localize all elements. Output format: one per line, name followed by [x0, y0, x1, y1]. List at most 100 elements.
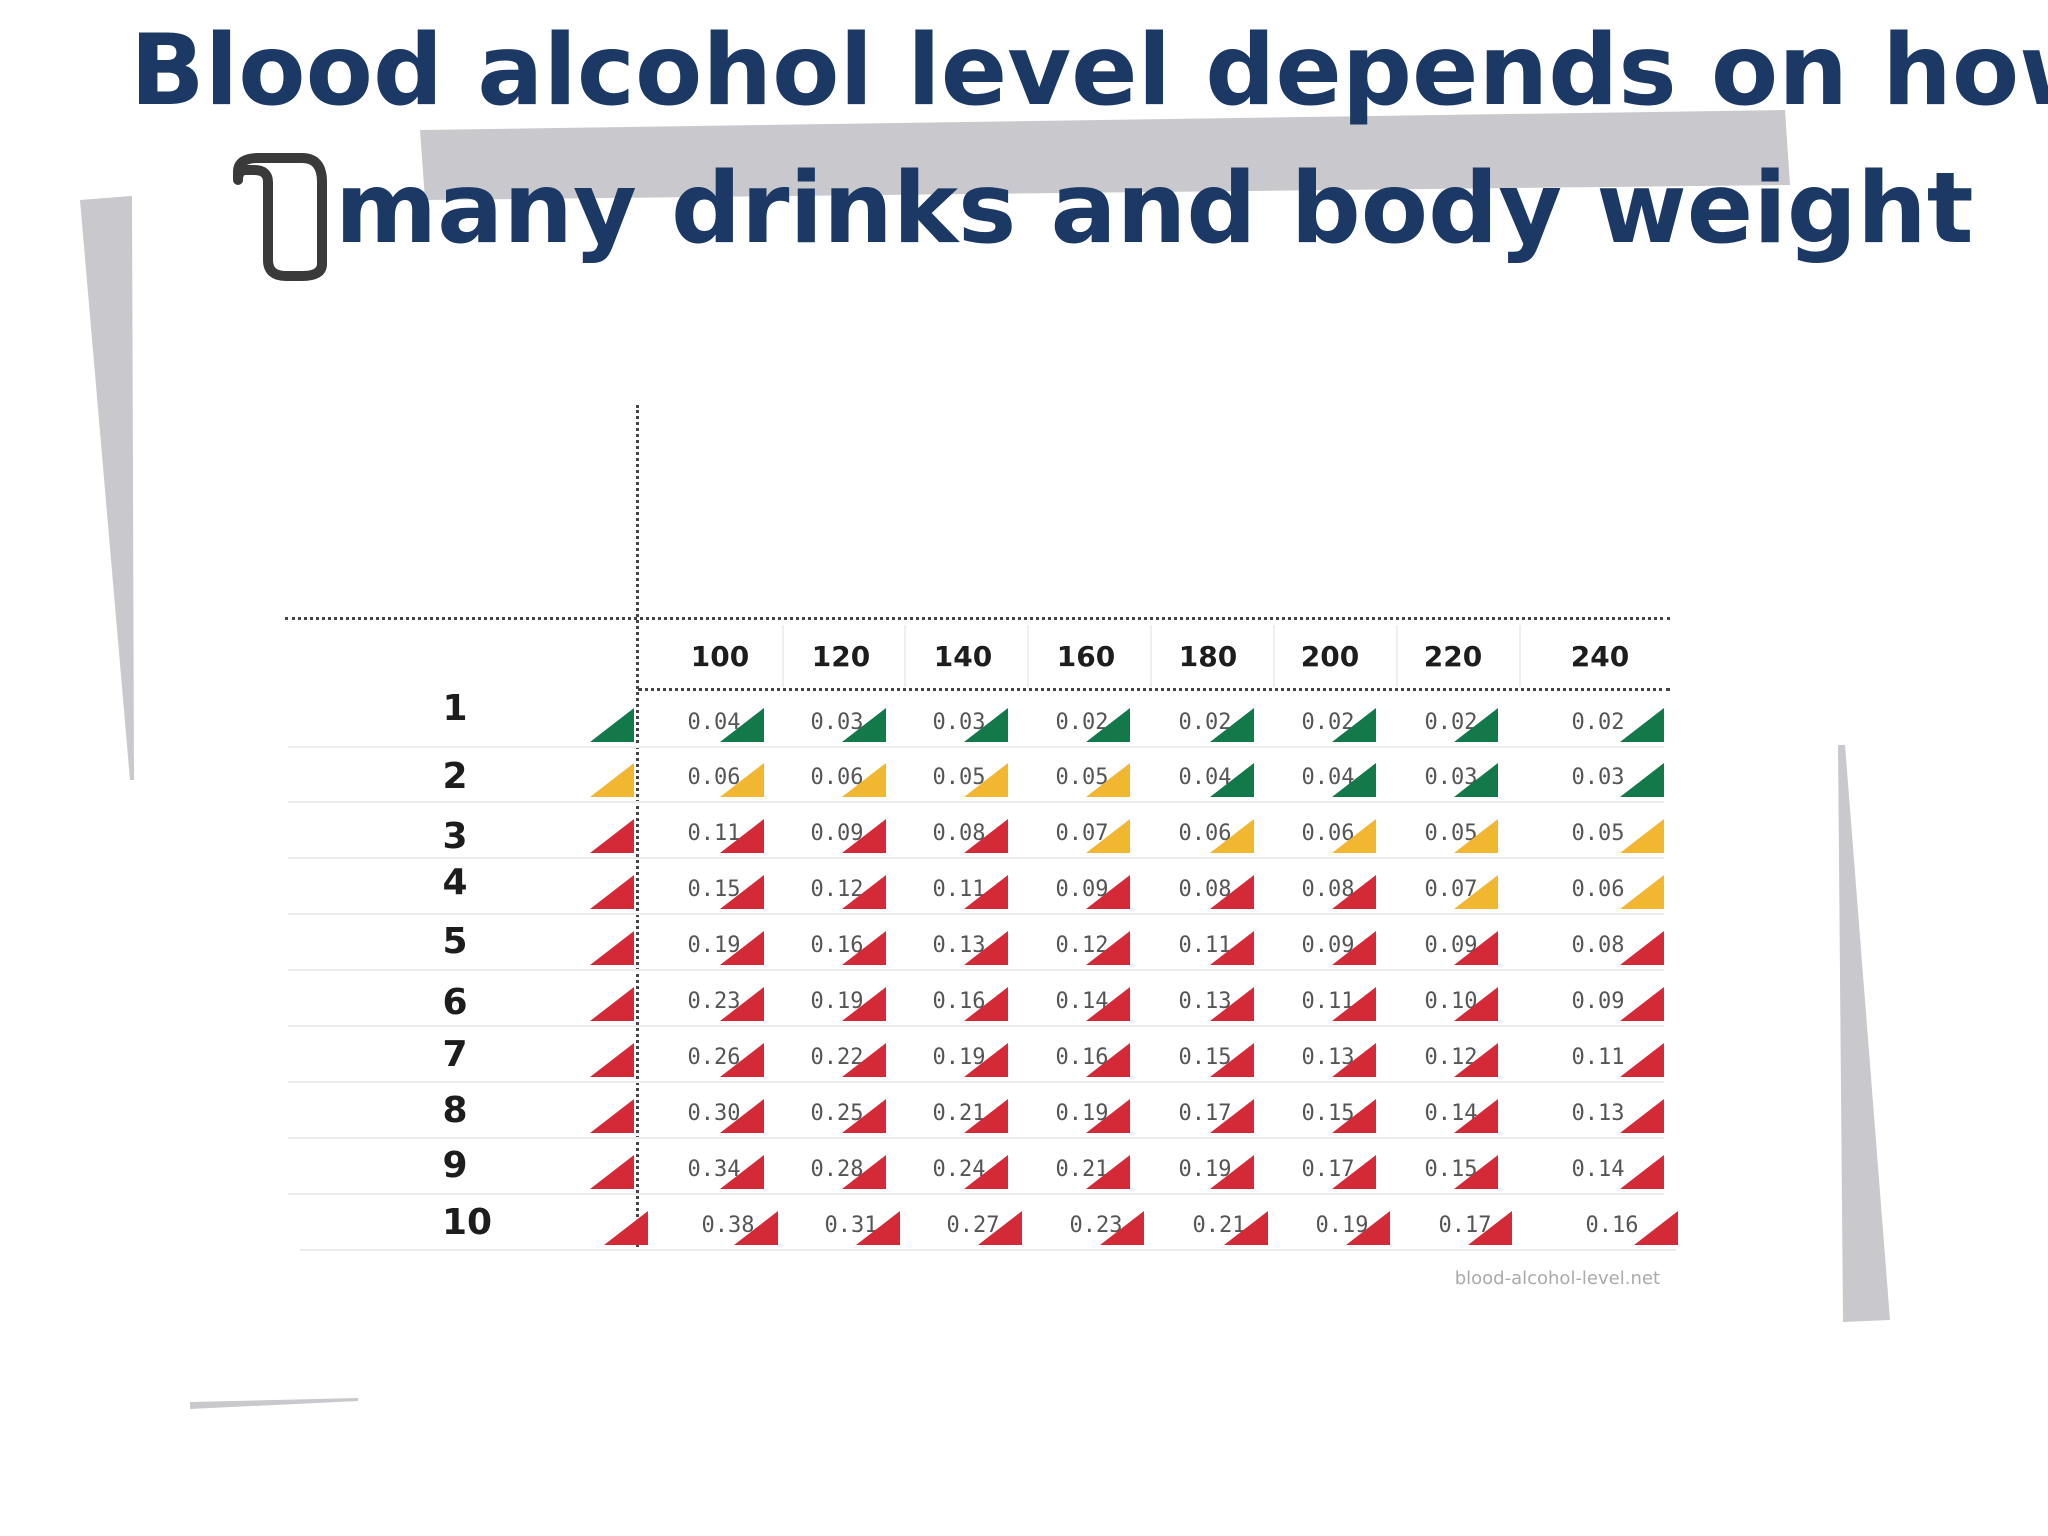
drinks-label-5: 5 — [442, 921, 468, 962]
status-triangle-red — [720, 819, 764, 853]
bac-cell: 0.12 — [1055, 933, 1109, 958]
bac-cell: 0.14 — [1055, 989, 1109, 1014]
table-header-divider — [638, 688, 1670, 691]
bac-cell: 0.19 — [810, 989, 864, 1014]
bac-cell: 0.23 — [1069, 1213, 1123, 1238]
status-triangle-green — [1086, 708, 1130, 742]
header-column-separator — [904, 625, 906, 687]
bac-cell: 0.11 — [1178, 933, 1232, 958]
status-triangle-red — [720, 1155, 764, 1189]
status-triangle-yellow — [590, 763, 634, 797]
status-triangle-green — [720, 708, 764, 742]
table-top-divider — [285, 617, 1670, 620]
bac-cell: 0.02 — [1055, 710, 1109, 735]
bac-cell: 0.19 — [932, 1045, 986, 1070]
row-divider — [288, 801, 1664, 803]
status-triangle-red — [1620, 987, 1664, 1021]
status-triangle-red — [1086, 931, 1130, 965]
bac-cell: 0.05 — [932, 765, 986, 790]
bac-cell: 0.04 — [687, 710, 741, 735]
status-triangle-red — [590, 1155, 634, 1189]
right-strip — [1838, 745, 1890, 1322]
row-divider — [288, 1081, 1664, 1083]
status-triangle-green — [842, 708, 886, 742]
left-strip — [80, 196, 134, 780]
bac-cell: 0.08 — [1178, 877, 1232, 902]
status-triangle-red — [734, 1211, 778, 1245]
source-credit: blood-alcohol-level.net — [1454, 1268, 1660, 1289]
row-divider — [300, 1249, 1676, 1251]
status-triangle-red — [1620, 1155, 1664, 1189]
bac-cell: 0.07 — [1055, 821, 1109, 846]
status-triangle-red — [1454, 987, 1498, 1021]
bac-cell: 0.13 — [932, 933, 986, 958]
drinks-label-4: 4 — [442, 862, 468, 903]
status-triangle-red — [1086, 1043, 1130, 1077]
status-triangle-yellow — [1620, 819, 1664, 853]
bac-cell: 0.11 — [687, 821, 741, 846]
bottom-strip — [190, 1398, 358, 1409]
status-triangle-yellow — [842, 763, 886, 797]
bac-cell: 0.13 — [1301, 1045, 1355, 1070]
bac-cell: 0.27 — [946, 1213, 1000, 1238]
bac-cell: 0.38 — [701, 1213, 755, 1238]
header-column-separator — [1396, 625, 1398, 687]
bac-cell: 0.13 — [1571, 1101, 1625, 1126]
bac-cell: 0.09 — [1301, 933, 1355, 958]
status-triangle-red — [964, 1043, 1008, 1077]
status-triangle-red — [964, 931, 1008, 965]
status-triangle-red — [964, 819, 1008, 853]
bac-cell: 0.06 — [1301, 821, 1355, 846]
bac-cell: 0.06 — [810, 765, 864, 790]
status-triangle-red — [1210, 931, 1254, 965]
header-column-separator — [1273, 625, 1275, 687]
status-triangle-red — [1634, 1211, 1678, 1245]
slide-title-line-2: many drinks and body weight — [335, 152, 1974, 266]
status-triangle-yellow — [1086, 763, 1130, 797]
bac-cell: 0.25 — [810, 1101, 864, 1126]
status-triangle-red — [590, 931, 634, 965]
status-triangle-red — [964, 987, 1008, 1021]
status-triangle-green — [590, 708, 634, 742]
status-triangle-yellow — [964, 763, 1008, 797]
row-divider — [288, 746, 1664, 748]
bac-cell: 0.02 — [1178, 710, 1232, 735]
bac-cell: 0.08 — [1301, 877, 1355, 902]
bac-cell: 0.23 — [687, 989, 741, 1014]
status-triangle-red — [1332, 931, 1376, 965]
status-triangle-red — [842, 1099, 886, 1133]
status-triangle-red — [964, 875, 1008, 909]
status-triangle-red — [590, 987, 634, 1021]
status-triangle-red — [720, 931, 764, 965]
status-triangle-red — [1086, 1155, 1130, 1189]
drinks-label-10: 10 — [441, 1202, 493, 1243]
weight-header-100: 100 — [690, 640, 750, 673]
header-column-separator — [1519, 625, 1521, 687]
bac-cell: 0.34 — [687, 1157, 741, 1182]
bac-cell: 0.30 — [687, 1101, 741, 1126]
bac-cell: 0.08 — [932, 821, 986, 846]
status-triangle-red — [856, 1211, 900, 1245]
bac-cell: 0.09 — [1055, 877, 1109, 902]
status-triangle-green — [964, 708, 1008, 742]
status-triangle-red — [1620, 1099, 1664, 1133]
bac-cell: 0.16 — [932, 989, 986, 1014]
bac-cell: 0.11 — [932, 877, 986, 902]
status-triangle-red — [1210, 1043, 1254, 1077]
status-triangle-red — [1086, 875, 1130, 909]
bac-cell: 0.09 — [810, 821, 864, 846]
row-divider — [288, 1025, 1664, 1027]
drinks-label-8: 8 — [442, 1090, 468, 1131]
header-column-separator — [1027, 625, 1029, 687]
status-triangle-green — [1332, 708, 1376, 742]
status-triangle-yellow — [1620, 875, 1664, 909]
bac-cell: 0.04 — [1178, 765, 1232, 790]
status-triangle-red — [1332, 1155, 1376, 1189]
bac-cell: 0.17 — [1301, 1157, 1355, 1182]
drinks-label-7: 7 — [442, 1034, 468, 1075]
bac-cell: 0.11 — [1571, 1045, 1625, 1070]
weight-header-160: 160 — [1056, 640, 1116, 673]
status-triangle-red — [1100, 1211, 1144, 1245]
status-triangle-red — [978, 1211, 1022, 1245]
bac-cell: 0.05 — [1571, 821, 1625, 846]
